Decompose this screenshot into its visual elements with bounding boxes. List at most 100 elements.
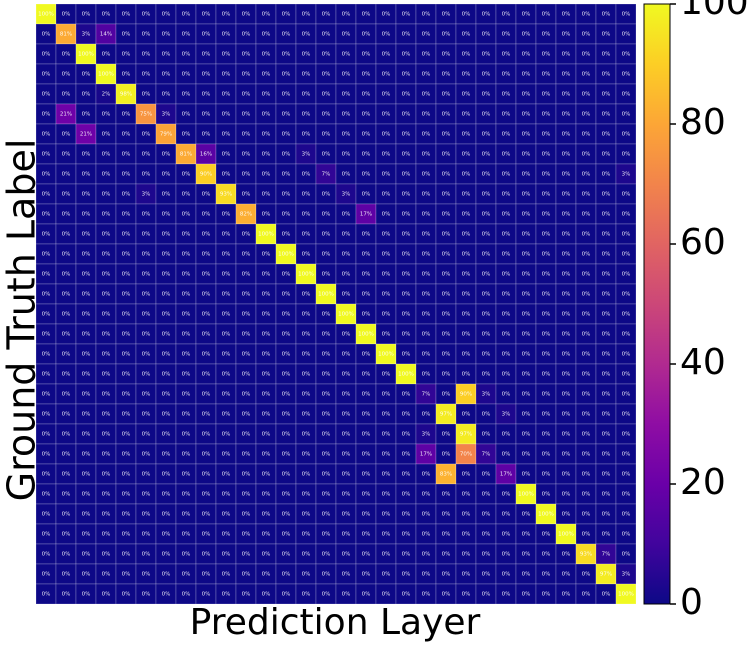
cell-label: 0% [202, 532, 211, 538]
cell-label: 0% [482, 592, 491, 598]
cell-label: 0% [182, 552, 191, 558]
cell-label: 0% [262, 72, 271, 78]
cell-label: 0% [482, 252, 491, 258]
cell-label: 0% [242, 232, 251, 238]
cell-label: 0% [342, 112, 351, 118]
cell-label: 0% [342, 552, 351, 558]
cell-label: 97% [460, 432, 472, 438]
cell-label: 3% [482, 392, 491, 398]
cell-label: 0% [62, 92, 71, 98]
cell-label: 0% [462, 472, 471, 478]
cell-label: 0% [82, 452, 91, 458]
cell-label: 0% [562, 172, 571, 178]
cell-label: 0% [542, 352, 551, 358]
cell-label: 0% [182, 112, 191, 118]
cell-label: 0% [582, 132, 591, 138]
cell-label: 0% [162, 152, 171, 158]
cell-label: 0% [302, 292, 311, 298]
cell-label: 0% [182, 32, 191, 38]
cell-label: 0% [622, 12, 631, 18]
cell-label: 0% [542, 272, 551, 278]
cell-label: 0% [262, 212, 271, 218]
cell-label: 0% [542, 232, 551, 238]
cell-label: 0% [142, 452, 151, 458]
cell-label: 0% [142, 232, 151, 238]
cell-label: 0% [302, 472, 311, 478]
cell-label: 0% [262, 532, 271, 538]
cell-label: 0% [222, 292, 231, 298]
cell-label: 0% [462, 152, 471, 158]
cell-label: 0% [162, 572, 171, 578]
cell-label: 0% [62, 512, 71, 518]
cell-label: 0% [62, 192, 71, 198]
cell-label: 100% [78, 52, 94, 58]
cell-label: 0% [382, 332, 391, 338]
cell-label: 0% [382, 472, 391, 478]
cell-label: 0% [262, 512, 271, 518]
cell-label: 0% [102, 152, 111, 158]
cell-label: 0% [362, 72, 371, 78]
cell-label: 0% [362, 592, 371, 598]
cell-label: 100% [518, 492, 534, 498]
cell-label: 0% [622, 312, 631, 318]
cell-label: 0% [222, 372, 231, 378]
cell-label: 0% [522, 152, 531, 158]
cell-label: 0% [342, 452, 351, 458]
cell-label: 0% [422, 52, 431, 58]
cell-label: 0% [302, 552, 311, 558]
cell-label: 0% [182, 232, 191, 238]
cell-label: 0% [422, 332, 431, 338]
cell-label: 0% [582, 92, 591, 98]
cell-label: 0% [362, 252, 371, 258]
cell-label: 0% [442, 32, 451, 38]
cell-label: 0% [122, 412, 131, 418]
cell-label: 0% [342, 372, 351, 378]
cell-label: 0% [442, 252, 451, 258]
cell-label: 0% [402, 212, 411, 218]
cell-label: 0% [202, 272, 211, 278]
cell-label: 0% [222, 572, 231, 578]
cell-label: 0% [62, 472, 71, 478]
cell-label: 0% [482, 272, 491, 278]
cell-label: 0% [142, 152, 151, 158]
cell-label: 0% [42, 372, 51, 378]
colorbar-tick-label: 0 [680, 582, 703, 623]
cell-label: 0% [422, 152, 431, 158]
cell-label: 0% [42, 312, 51, 318]
cell-label: 0% [522, 372, 531, 378]
cell-label: 0% [182, 132, 191, 138]
cell-label: 0% [402, 592, 411, 598]
cell-label: 0% [302, 432, 311, 438]
cell-label: 0% [62, 52, 71, 58]
cell-label: 0% [102, 12, 111, 18]
cell-label: 0% [462, 532, 471, 538]
cell-label: 0% [342, 432, 351, 438]
cell-label: 0% [442, 332, 451, 338]
cell-label: 0% [502, 192, 511, 198]
cell-label: 0% [582, 272, 591, 278]
cell-label: 0% [322, 192, 331, 198]
cell-label: 0% [302, 172, 311, 178]
cell-label: 0% [82, 172, 91, 178]
cell-label: 0% [262, 192, 271, 198]
cell-label: 0% [82, 232, 91, 238]
cell-label: 0% [242, 172, 251, 178]
cell-label: 0% [222, 412, 231, 418]
cell-label: 0% [242, 392, 251, 398]
cell-label: 0% [242, 312, 251, 318]
cell-label: 0% [162, 472, 171, 478]
cell-label: 0% [582, 572, 591, 578]
cell-label: 0% [442, 552, 451, 558]
cell-label: 7% [322, 172, 331, 178]
cell-label: 0% [162, 292, 171, 298]
cell-label: 0% [122, 52, 131, 58]
cell-label: 0% [362, 52, 371, 58]
cell-label: 0% [302, 492, 311, 498]
cell-label: 0% [362, 92, 371, 98]
cell-label: 0% [542, 12, 551, 18]
cell-label: 0% [202, 452, 211, 458]
cell-label: 0% [502, 592, 511, 598]
cell-label: 0% [262, 52, 271, 58]
cell-label: 0% [402, 532, 411, 538]
